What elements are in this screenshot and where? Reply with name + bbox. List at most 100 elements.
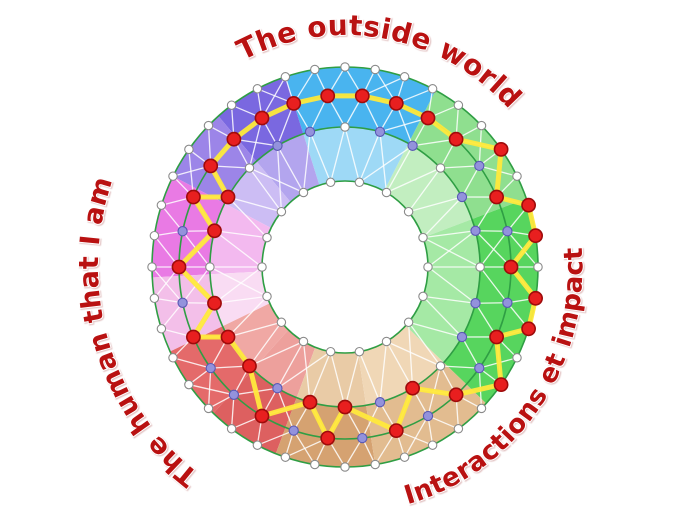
red-node[interactable]	[286, 96, 302, 111]
node[interactable]	[184, 379, 194, 390]
node[interactable]	[427, 84, 438, 94]
node[interactable]	[474, 362, 485, 374]
node[interactable]	[381, 336, 392, 347]
node[interactable]	[325, 177, 336, 188]
node[interactable]	[399, 452, 410, 462]
red-node[interactable]	[302, 394, 318, 410]
red-node[interactable]	[185, 189, 201, 205]
node[interactable]	[156, 324, 167, 334]
node[interactable]	[354, 346, 365, 357]
red-node[interactable]	[320, 430, 336, 446]
red-node[interactable]	[448, 131, 464, 147]
red-node[interactable]	[171, 259, 187, 275]
red-node[interactable]	[489, 189, 504, 205]
sector-inner[interactable]	[252, 329, 316, 398]
node[interactable]	[177, 297, 188, 308]
node[interactable]	[228, 389, 240, 400]
sector[interactable]	[152, 176, 225, 278]
node[interactable]	[475, 262, 485, 272]
node[interactable]	[403, 206, 414, 217]
node[interactable]	[276, 317, 287, 328]
node[interactable]	[310, 459, 320, 470]
red-node[interactable]	[489, 329, 504, 345]
node[interactable]	[453, 424, 464, 434]
red-node[interactable]	[220, 329, 236, 345]
node[interactable]	[168, 353, 178, 363]
node[interactable]	[418, 291, 428, 302]
red-node[interactable]	[493, 141, 509, 157]
node[interactable]	[502, 226, 513, 237]
node[interactable]	[403, 317, 414, 328]
node[interactable]	[252, 84, 263, 94]
node[interactable]	[512, 171, 522, 181]
node[interactable]	[272, 140, 283, 151]
red-node[interactable]	[254, 408, 270, 424]
sector[interactable]	[443, 198, 539, 404]
node[interactable]	[272, 383, 283, 394]
node[interactable]	[262, 232, 272, 243]
node[interactable]	[262, 291, 272, 302]
node[interactable]	[184, 144, 194, 155]
red-node[interactable]	[503, 259, 519, 275]
node[interactable]	[354, 177, 365, 188]
node[interactable]	[276, 206, 287, 217]
sector-inner[interactable]	[209, 203, 272, 275]
red-node[interactable]	[354, 88, 370, 104]
node[interactable]	[203, 403, 214, 414]
red-node[interactable]	[254, 110, 270, 126]
node[interactable]	[422, 410, 434, 422]
node[interactable]	[288, 425, 299, 436]
red-node[interactable]	[493, 377, 509, 392]
node[interactable]	[147, 262, 157, 272]
node[interactable]	[252, 440, 263, 450]
red-node[interactable]	[521, 321, 536, 337]
red-node[interactable]	[448, 387, 464, 403]
node[interactable]	[205, 262, 215, 272]
node[interactable]	[257, 262, 267, 272]
red-node[interactable]	[203, 158, 219, 174]
red-node[interactable]	[528, 290, 543, 306]
red-node[interactable]	[528, 228, 543, 244]
node[interactable]	[156, 200, 167, 210]
red-node[interactable]	[521, 197, 536, 213]
red-node[interactable]	[207, 295, 222, 311]
node[interactable]	[226, 424, 237, 434]
node[interactable]	[149, 230, 160, 241]
node[interactable]	[298, 336, 309, 347]
node[interactable]	[476, 120, 487, 131]
node[interactable]	[456, 191, 468, 203]
sector-inner[interactable]	[210, 271, 270, 327]
node[interactable]	[298, 187, 309, 198]
red-node[interactable]	[420, 110, 436, 126]
node[interactable]	[325, 346, 336, 357]
red-node[interactable]	[226, 131, 242, 147]
red-node[interactable]	[207, 223, 222, 239]
node[interactable]	[340, 462, 350, 472]
node[interactable]	[427, 440, 438, 450]
node[interactable]	[435, 361, 446, 371]
node[interactable]	[502, 297, 513, 308]
node[interactable]	[381, 187, 392, 198]
node[interactable]	[168, 171, 178, 181]
node[interactable]	[423, 262, 433, 272]
node[interactable]	[304, 126, 316, 137]
node[interactable]	[244, 163, 255, 173]
red-node[interactable]	[185, 329, 201, 345]
red-node[interactable]	[388, 96, 404, 111]
red-node[interactable]	[242, 358, 257, 374]
node[interactable]	[177, 226, 188, 237]
node[interactable]	[357, 432, 368, 444]
node[interactable]	[340, 122, 350, 132]
node[interactable]	[149, 293, 160, 304]
red-node[interactable]	[405, 380, 420, 396]
node[interactable]	[310, 64, 320, 75]
node[interactable]	[418, 232, 428, 243]
red-node[interactable]	[337, 399, 353, 415]
sector-inner[interactable]	[256, 133, 320, 203]
node[interactable]	[399, 72, 410, 82]
node[interactable]	[374, 397, 386, 408]
node[interactable]	[476, 403, 487, 414]
node[interactable]	[205, 362, 216, 374]
red-node[interactable]	[388, 423, 404, 438]
node[interactable]	[280, 452, 291, 462]
